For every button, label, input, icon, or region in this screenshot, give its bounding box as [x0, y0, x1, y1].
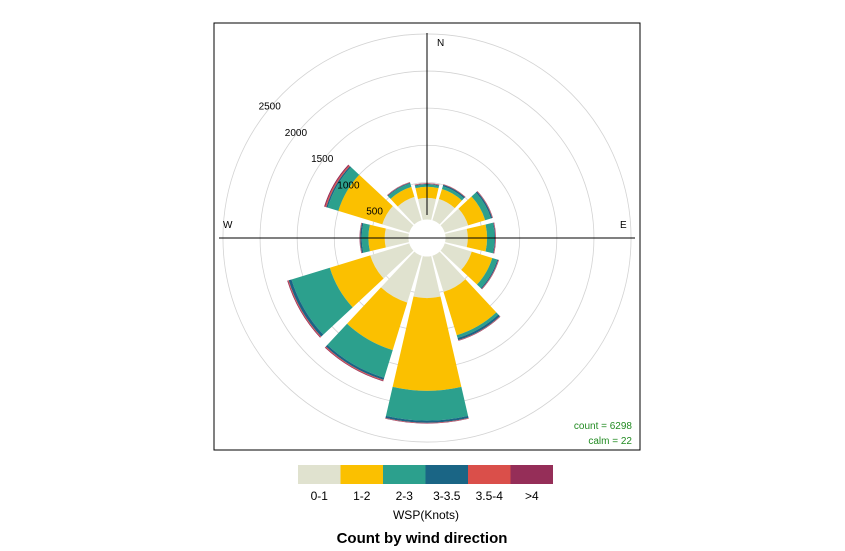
legend-swatch->4: [510, 465, 553, 484]
legend-swatch-3-3.5: [425, 465, 468, 484]
wedge-330-bin-3-3.5: [387, 182, 411, 197]
legend-label-1-2: 1-2: [353, 489, 371, 503]
legend-label-3.5-4: 3.5-4: [476, 489, 504, 503]
wedge-0-bin-3-3.5: [414, 183, 440, 186]
radial-tick-label-500: 500: [366, 207, 383, 218]
compass-label-west: W: [223, 220, 233, 231]
radial-tick-label-2500: 2500: [259, 102, 282, 113]
wedge-180-bin->4: [385, 418, 469, 424]
wedge-120-bin-2-3: [476, 257, 498, 289]
wedge-60-bin-0-1: [440, 208, 469, 233]
wedge-30-bin-0-1: [432, 198, 455, 225]
wedge-90-bin-3-3.5: [492, 222, 496, 254]
wedge-270-bin-3.5-4: [359, 222, 362, 254]
wedge-330-bin-2-3: [388, 183, 412, 199]
wedge-90-bin-3.5-4: [493, 222, 496, 254]
legend-swatch-2-3: [383, 465, 426, 484]
wind-wedges: [287, 164, 501, 424]
wedge-210-bin-2-3: [327, 323, 393, 378]
wedge-300-bin-2-3: [327, 167, 360, 211]
wedge-60-bin-2-3: [471, 192, 491, 221]
wedge-180-bin-3-3.5: [385, 415, 469, 423]
wedge-120-bin-3-3.5: [480, 259, 499, 289]
plot-panel: 500 1000 1500 2000 2500 N W E count = 6298 c…: [213, 22, 641, 451]
wedge-180-bin-2-3: [385, 386, 469, 421]
radial-tick-label-1000: 1000: [337, 180, 360, 191]
wedge-300-bin-0-1: [382, 206, 414, 233]
plot-panel-border: [213, 22, 641, 451]
wedge-330-bin-1-2: [390, 186, 415, 207]
wedge-300-bin-1-2: [338, 174, 393, 225]
legend-label->4: >4: [525, 489, 539, 503]
wedge-180-bin-1-2: [392, 296, 462, 391]
wedge-240-bin-1-2: [329, 255, 384, 308]
wedge-60-bin-1-2: [458, 196, 486, 226]
compass-label-north: N: [437, 38, 444, 49]
wedge-180-bin-0-1: [413, 256, 441, 299]
wedge-120-bin-0-1: [440, 243, 472, 270]
wedge-240-bin-3-3.5: [288, 279, 324, 337]
wedge-120-bin-1-2: [461, 251, 493, 285]
legend-label-3-3.5: 3-3.5: [433, 489, 461, 503]
count-annotation: count = 6298: [574, 421, 633, 432]
legend-label-0-1: 0-1: [311, 489, 329, 503]
wedge-90-bin->4: [493, 222, 497, 254]
legend-swatch-0-1: [298, 465, 341, 484]
wedge-270-bin->4: [359, 222, 362, 254]
wedge-240-bin-2-3: [291, 267, 353, 335]
wedge-240-bin-0-1: [370, 243, 414, 279]
wedge-210-bin-3-3.5: [325, 344, 385, 380]
radial-tick-label-1500: 1500: [311, 154, 334, 165]
wedge-30-bin-2-3: [441, 186, 464, 201]
wedge-150-bin-0-1: [432, 251, 466, 292]
chart-title: Count by wind direction: [337, 530, 508, 547]
compass-label-east: E: [620, 220, 627, 231]
wedge-300-bin-3-3.5: [326, 166, 352, 208]
legend-label-2-3: 2-3: [396, 489, 414, 503]
wedge-150-bin-3-3.5: [457, 314, 500, 341]
compass-axes: [219, 33, 635, 239]
wedge-150-bin-1-2: [443, 279, 497, 336]
radial-tick-labels: 500 1000 1500 2000 2500: [259, 102, 384, 218]
calm-annotation: calm = 22: [588, 436, 632, 447]
legend-swatch-1-2: [340, 465, 383, 484]
wedge-180-bin-3.5-4: [385, 418, 469, 424]
wedge-0-bin-3.5-4: [414, 183, 440, 186]
legend-title: WSP(Knots): [393, 508, 459, 522]
wedge-30-bin-1-2: [438, 189, 462, 209]
wedge-210-bin-0-1: [380, 251, 422, 303]
wedge-60-bin-3-3.5: [475, 191, 493, 219]
wedge-0-bin->4: [414, 183, 440, 185]
wedge-330-bin-0-1: [397, 196, 422, 225]
wedge-270-bin-3-3.5: [360, 222, 364, 254]
radial-tick-label-2000: 2000: [285, 128, 308, 139]
legend: 0-1 1-2 2-3 3-3.5 3.5-4 >4: [298, 465, 553, 503]
wedge-30-bin-3-3.5: [442, 184, 465, 199]
wedge-150-bin-2-3: [456, 312, 499, 339]
legend-swatch-3.5-4: [468, 465, 511, 484]
wedge-210-bin-1-2: [347, 287, 408, 351]
